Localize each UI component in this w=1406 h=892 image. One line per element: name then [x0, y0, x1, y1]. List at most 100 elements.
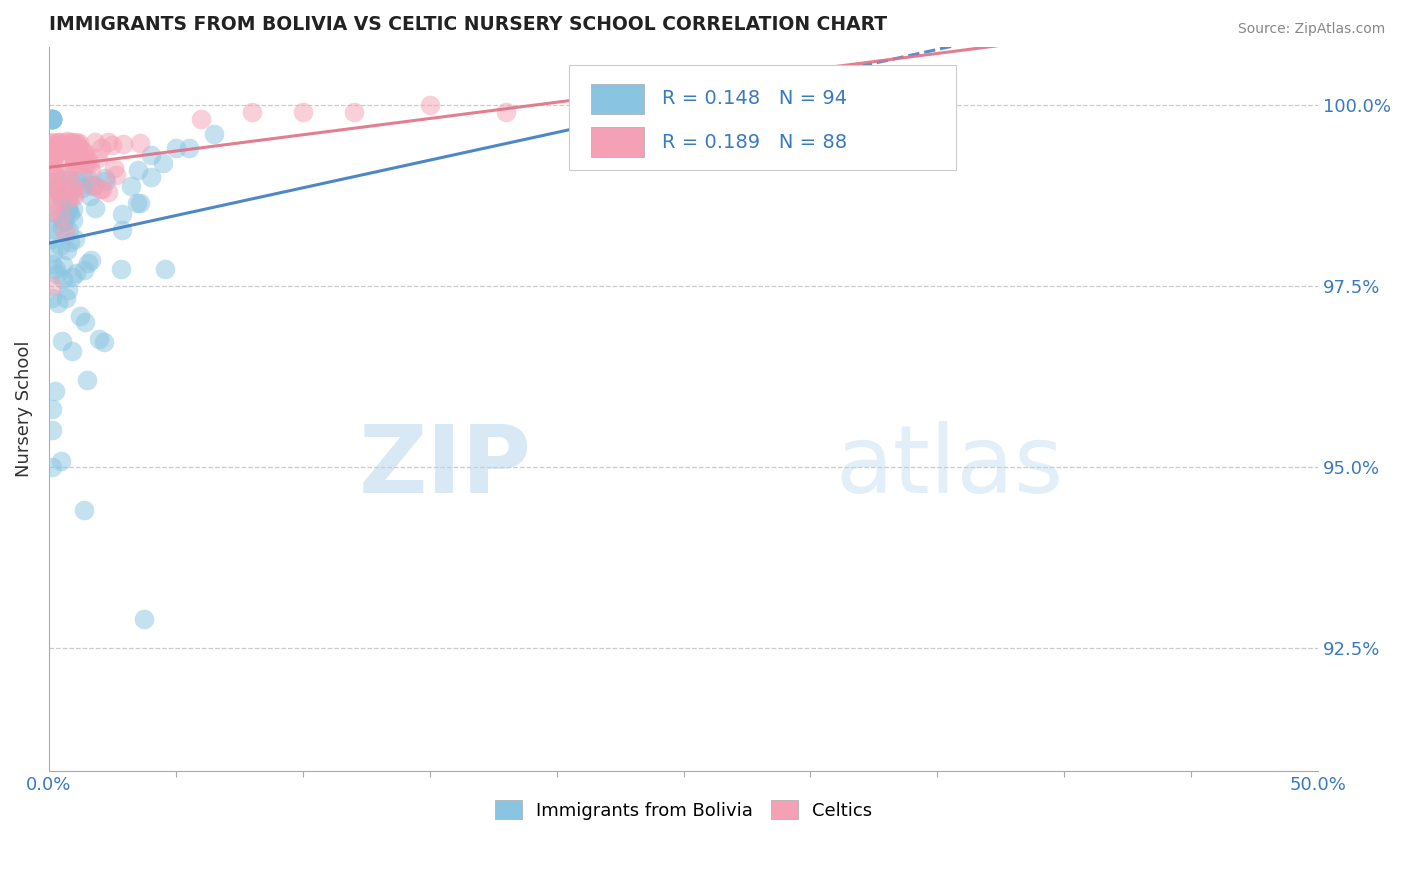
Point [41, 112, 63, 126]
Point [59, 136, 82, 150]
Point [46, 144, 69, 158]
Point [91, 182, 114, 196]
Point [66, 136, 89, 151]
Point [72, 170, 94, 185]
Point [103, 161, 125, 176]
Point [748, 97, 770, 112]
Point [41, 180, 63, 194]
Point [41, 291, 63, 305]
Point [69, 309, 91, 323]
Point [67, 136, 90, 150]
Point [190, 112, 212, 126]
Point [62, 212, 84, 227]
Point [56, 243, 79, 257]
Point [202, 127, 225, 141]
Point [58, 194, 80, 208]
Point [44, 147, 66, 161]
Point [49, 239, 72, 253]
Point [94, 171, 117, 186]
Point [42, 165, 65, 179]
Point [60, 183, 83, 197]
Point [59, 235, 82, 249]
Point [72, 263, 94, 277]
Point [80, 252, 103, 267]
Point [46, 135, 69, 149]
Point [41, 112, 63, 126]
Point [77, 256, 100, 270]
Point [42, 221, 65, 235]
Point [42, 213, 65, 227]
Point [48, 296, 70, 310]
Point [111, 223, 134, 237]
Point [46, 267, 69, 281]
Point [41, 278, 63, 293]
Point [41, 136, 63, 151]
Point [165, 141, 187, 155]
Point [41, 112, 63, 126]
Point [41, 112, 63, 126]
Text: IMMIGRANTS FROM BOLIVIA VS CELTIC NURSERY SCHOOL CORRELATION CHART: IMMIGRANTS FROM BOLIVIA VS CELTIC NURSER… [49, 15, 887, 34]
Point [83, 178, 105, 192]
Point [152, 155, 174, 169]
Point [63, 189, 86, 203]
Point [75, 315, 97, 329]
Point [596, 97, 619, 112]
Point [48, 178, 70, 193]
Point [240, 104, 263, 119]
Point [97, 185, 120, 199]
Point [66, 174, 89, 188]
Point [87, 332, 110, 346]
Point [41, 151, 63, 165]
Point [48, 179, 70, 194]
Point [93, 334, 115, 349]
Point [80, 164, 103, 178]
Point [291, 104, 314, 119]
Point [79, 156, 101, 170]
Legend: Immigrants from Bolivia, Celtics: Immigrants from Bolivia, Celtics [488, 793, 880, 827]
Point [45, 262, 67, 277]
Point [52, 143, 75, 157]
Bar [591, 127, 644, 158]
Point [65, 135, 87, 149]
Point [101, 137, 124, 152]
Point [49, 454, 72, 468]
Point [41, 424, 63, 438]
Point [96, 174, 118, 188]
Point [65, 266, 87, 280]
Point [56, 142, 79, 156]
Point [60, 135, 83, 149]
Point [62, 202, 84, 217]
Point [41, 257, 63, 271]
Point [73, 503, 96, 517]
Point [155, 262, 177, 277]
Point [56, 185, 79, 199]
Point [58, 224, 80, 238]
Point [83, 135, 105, 149]
Point [495, 104, 517, 119]
Point [41, 143, 63, 157]
Point [49, 185, 72, 199]
Point [60, 343, 83, 358]
Point [111, 137, 134, 152]
Point [41, 112, 63, 126]
Point [42, 142, 65, 156]
Point [76, 172, 98, 186]
Point [84, 201, 107, 215]
Point [51, 334, 73, 348]
Point [63, 180, 86, 194]
Point [63, 186, 86, 200]
Point [51, 219, 73, 234]
Bar [591, 84, 644, 114]
Point [52, 137, 75, 152]
Point [55, 291, 77, 305]
Point [53, 214, 76, 228]
Point [63, 180, 86, 194]
Point [104, 169, 127, 183]
Text: atlas: atlas [835, 421, 1064, 513]
Point [66, 150, 89, 164]
Point [49, 135, 72, 149]
Point [70, 143, 93, 157]
Point [177, 141, 200, 155]
Point [63, 149, 86, 163]
Point [79, 188, 101, 202]
